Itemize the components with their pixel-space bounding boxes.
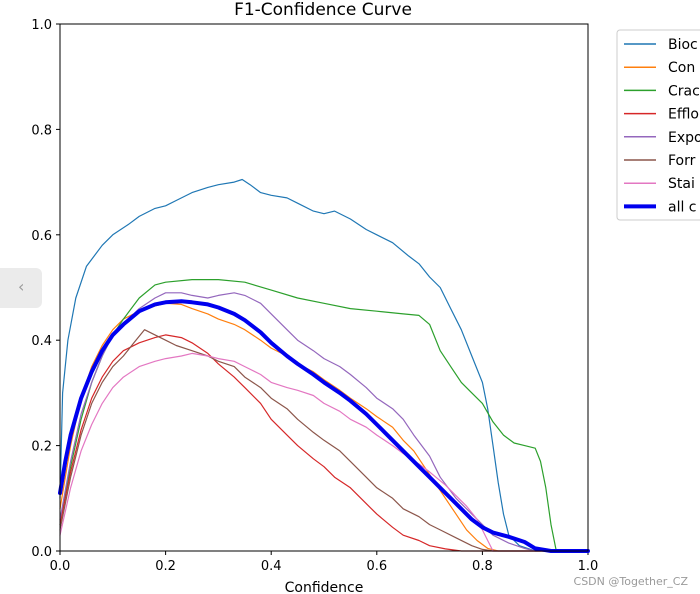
y-tick-label: 0.0 (31, 545, 52, 560)
series-line-5 (59, 329, 589, 552)
x-tick-label: 0.6 (366, 559, 387, 574)
legend-label: Bioc (668, 37, 698, 53)
series-line-3 (59, 334, 589, 552)
x-axis-label: Confidence (285, 580, 364, 594)
legend: Bioc Con Crac Efflo Expo Forr Stai all c (616, 29, 700, 221)
series-line-0 (59, 178, 589, 552)
legend-label: Stai (668, 176, 695, 192)
legend-label: Crac (668, 83, 700, 99)
x-tick-label: 0.8 (472, 559, 493, 574)
legend-label: all c (668, 199, 697, 215)
x-tick-label: 1.0 (578, 559, 599, 574)
x-tick-label: 0.2 (155, 559, 176, 574)
legend-label: Efflo (668, 107, 699, 123)
watermark: CSDN @Together_CZ (573, 575, 688, 588)
series-line-2 (59, 279, 589, 552)
x-tick-label: 0.4 (261, 559, 282, 574)
side-panel-toggle[interactable]: ‹ (0, 268, 42, 308)
series-line-6 (59, 352, 589, 552)
legend-box (616, 29, 700, 221)
series-layer (58, 178, 590, 553)
series-line-7 (58, 299, 590, 553)
legend-label: Forr (668, 153, 696, 169)
x-tick-label: 0.0 (50, 559, 71, 574)
legend-label: Expo (668, 130, 700, 146)
chart-title: F1-Confidence Curve (234, 0, 412, 20)
legend-label: Con (668, 60, 695, 76)
y-tick-label: 0.6 (31, 229, 52, 244)
y-tick-label: 0.8 (31, 123, 52, 138)
series-line-4 (59, 292, 589, 552)
series-line-1 (59, 302, 589, 552)
chevron-left-icon: ‹ (18, 277, 25, 296)
y-tick-label: 0.4 (31, 334, 52, 349)
tick-layer: 0.0 0.2 0.4 0.6 0.8 1.0 0.0 0.2 0.4 0.6 0.8 1.0 (31, 18, 598, 574)
plot-frame (59, 23, 589, 552)
y-tick-label: 1.0 (31, 18, 52, 33)
y-tick-label: 0.2 (31, 440, 52, 455)
